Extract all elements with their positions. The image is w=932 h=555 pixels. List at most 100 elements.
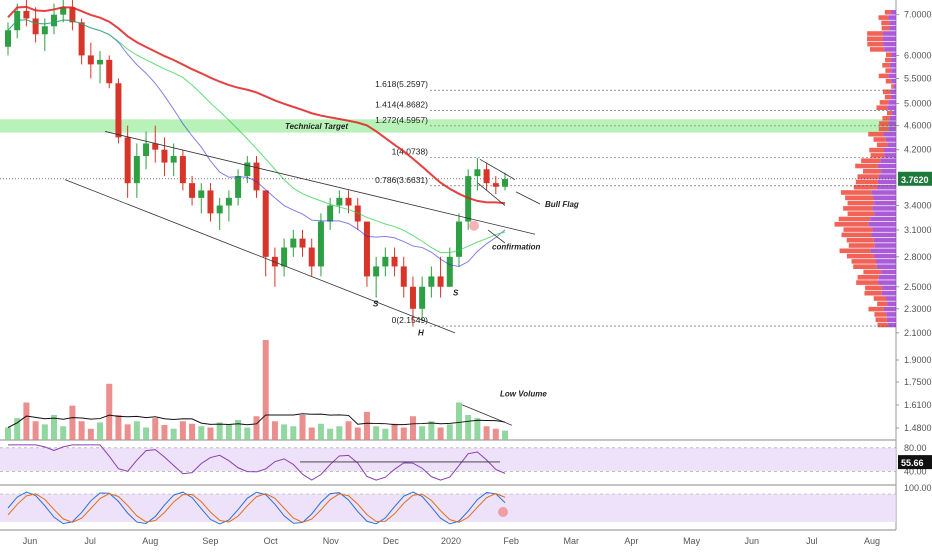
price-axis-label: 5.5000 <box>904 73 932 83</box>
time-axis-label: Jun <box>744 536 759 546</box>
candle <box>336 197 343 206</box>
volume-profile-bar <box>865 285 883 291</box>
candle <box>391 256 398 267</box>
volume-profile-bar <box>889 25 896 31</box>
volume-bar <box>189 423 196 440</box>
volume-profile-bar <box>876 264 896 269</box>
breakout-marker <box>469 220 479 231</box>
candle <box>244 162 251 177</box>
volume-bar <box>14 418 21 440</box>
candle <box>32 18 39 35</box>
volume-bar <box>483 426 490 440</box>
volume-profile-bar <box>878 126 889 132</box>
volume-profile-bar <box>878 73 889 79</box>
candle <box>124 137 131 184</box>
volume-bar <box>207 427 214 440</box>
candle <box>409 286 416 309</box>
volume-bar <box>492 428 499 440</box>
volume-profile-bar <box>888 121 896 126</box>
volume-profile-bar <box>884 10 891 15</box>
volume-profile-bar <box>891 68 896 73</box>
candle <box>152 143 159 150</box>
volume-profile-bar <box>867 41 884 47</box>
volume-profile-bar <box>877 322 888 328</box>
volume-profile-bar <box>886 110 892 116</box>
candle <box>235 176 242 198</box>
volume-profile-bar <box>848 243 875 248</box>
candle <box>51 14 58 27</box>
volume-profile-bar <box>855 163 878 169</box>
candle <box>437 276 444 287</box>
volume-bar <box>152 418 159 440</box>
volume-ma-line <box>7 413 506 428</box>
fib-label: 1.272(4.5957) <box>375 115 428 125</box>
volume-profile-bar <box>893 84 896 89</box>
volume-bar <box>391 423 398 440</box>
volume-profile-bar <box>863 169 882 174</box>
volume-profile-bar <box>885 52 892 57</box>
volume-bar <box>115 415 122 440</box>
volume-profile-bar <box>887 301 896 307</box>
volume-profile-bar <box>885 137 896 142</box>
time-axis-label: Oct <box>264 536 279 546</box>
volume-profile-bar <box>883 147 896 153</box>
volume-bar <box>235 420 242 440</box>
fib-label: 0.786(3.6631) <box>375 175 428 185</box>
volume-profile-bar <box>855 179 878 185</box>
candle <box>428 276 435 287</box>
volume-profile-bar <box>891 57 896 63</box>
volume-profile-bar <box>872 206 896 211</box>
candle <box>5 30 11 47</box>
volume-bar <box>290 426 297 440</box>
volume-profile-bar <box>874 200 896 206</box>
volume-profile-bar <box>887 105 896 110</box>
volume-profile-bar <box>878 275 896 280</box>
candle <box>281 247 288 267</box>
candle <box>78 22 85 56</box>
volume-bar <box>51 415 58 440</box>
candle <box>317 221 324 267</box>
volume-bar <box>428 421 435 440</box>
volume-bar <box>60 426 67 440</box>
fib-label: 0(2.1549) <box>392 315 429 325</box>
volume-profile-bar <box>834 222 869 227</box>
volume-profile-bar <box>877 301 888 307</box>
price-axis-label: 2.5000 <box>904 282 932 292</box>
candle <box>502 178 508 187</box>
volume-profile-bar <box>876 142 888 148</box>
volume-bar <box>23 402 30 440</box>
volume-profile-bar <box>863 269 882 275</box>
time-axis-label: Aug <box>142 536 158 546</box>
candle <box>189 183 196 198</box>
candle <box>483 169 490 184</box>
volume-bar <box>69 405 76 440</box>
volume-profile-bar <box>869 47 885 52</box>
volume-profile-bar <box>840 190 872 195</box>
volume-profile-bar <box>888 100 896 105</box>
volume-profile-bar <box>868 306 884 312</box>
time-axis-label: Apr <box>624 536 638 546</box>
volume-profile-bar <box>875 259 896 264</box>
price-axis-label: 5.0000 <box>904 99 932 109</box>
volume-profile-bar <box>847 200 875 206</box>
volume-profile-bar <box>868 222 896 227</box>
volume-profile-bar <box>881 20 890 26</box>
stoch-marker <box>498 507 508 517</box>
volume-bar <box>262 340 269 440</box>
volume-profile-bar <box>889 20 896 26</box>
volume-profile-bar <box>891 84 894 89</box>
volume-profile-bar <box>881 290 896 296</box>
stoch-d-line <box>7 493 506 523</box>
volume-bar <box>244 427 251 440</box>
candle <box>382 256 389 267</box>
candle <box>207 190 214 214</box>
volume-bar <box>179 421 186 440</box>
volume-profile-bar <box>889 116 896 121</box>
stoch-k-line <box>7 491 506 525</box>
price-axis-label: 2.8000 <box>904 252 932 262</box>
fib-label: 1.414(4.8682) <box>375 100 428 110</box>
rsi-value-badge <box>898 455 932 470</box>
volume-profile-bar <box>878 280 896 285</box>
candle <box>290 238 297 248</box>
